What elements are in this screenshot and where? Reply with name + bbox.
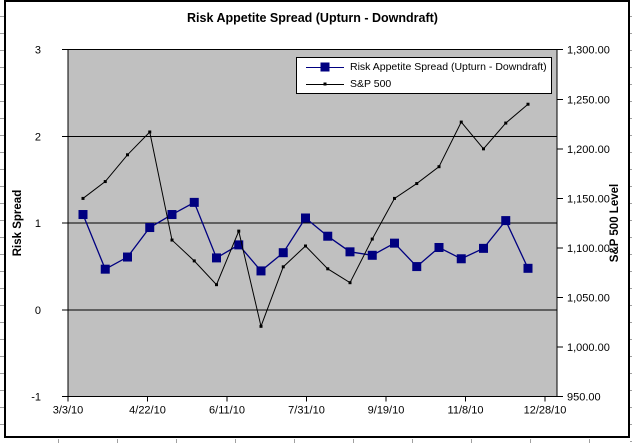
dot-marker-icon — [259, 324, 263, 328]
dot-marker-icon — [526, 102, 530, 106]
square-marker-icon — [479, 243, 488, 253]
x-axis-tick-label: 6/11/10 — [209, 405, 245, 417]
left-axis-tick-label: 0 — [35, 305, 41, 317]
square-marker-icon — [189, 197, 199, 207]
legend-swatch-sp500 — [306, 79, 344, 90]
dot-marker-icon — [348, 281, 352, 285]
left-axis-tick-label: 3 — [35, 45, 41, 57]
square-marker-icon — [367, 250, 377, 260]
dot-marker-icon — [415, 182, 419, 186]
chart-legend: Risk Appetite Spread (Upturn - Downdraft… — [296, 57, 552, 94]
x-axis-tick-label: 4/22/10 — [129, 405, 166, 417]
square-marker-icon — [100, 264, 110, 274]
square-marker-icon — [501, 216, 511, 226]
square-marker-icon — [167, 210, 177, 220]
right-axis-tick-label: 1,050.00 — [567, 293, 610, 305]
square-marker-icon — [123, 252, 132, 262]
dot-marker-icon — [459, 120, 463, 124]
x-axis-tick-label: 3/3/10 — [53, 405, 84, 417]
left-axis-tick-label: -1 — [31, 392, 41, 404]
right-axis-tick-label: 950.00 — [567, 392, 601, 404]
right-axis-tick-label: 1,250.00 — [567, 94, 610, 106]
right-axis-tick-label: 1,150.00 — [567, 193, 610, 205]
worksheet-edge-right — [630, 0, 632, 443]
square-marker-icon — [323, 231, 333, 241]
right-axis-tick-label: 1,000.00 — [567, 342, 610, 354]
worksheet-edge-bottom — [0, 439, 632, 443]
legend-swatch-risk-spread — [306, 62, 344, 73]
right-axis-tick-label: 1,300.00 — [567, 45, 610, 57]
square-marker-icon — [456, 254, 466, 264]
square-marker-icon — [212, 253, 221, 263]
square-marker-icon — [256, 266, 266, 276]
x-axis-tick-label: 12/28/10 — [524, 405, 567, 417]
square-marker-icon — [523, 263, 533, 273]
left-axis-tick-label: 2 — [35, 131, 41, 143]
square-marker-icon — [345, 247, 355, 257]
square-marker-icon — [234, 240, 244, 250]
dot-marker-icon — [323, 82, 327, 86]
dot-marker-icon — [437, 165, 441, 169]
worksheet-edge-left — [0, 0, 4, 443]
square-marker-icon — [434, 242, 444, 252]
dot-marker-icon — [148, 130, 152, 134]
dot-marker-icon — [170, 238, 174, 242]
right-axis-tick-label: 1,200.00 — [567, 144, 610, 156]
dot-marker-icon — [281, 265, 285, 269]
dot-marker-icon — [504, 121, 508, 125]
dot-marker-icon — [237, 229, 241, 233]
square-marker-icon — [320, 62, 330, 72]
dot-marker-icon — [215, 283, 218, 287]
left-axis-tick-label: 1 — [35, 218, 41, 230]
dot-marker-icon — [370, 237, 374, 241]
chart-title: Risk Appetite Spread (Upturn - Downdraft… — [187, 11, 438, 25]
legend-label: Risk Appetite Spread (Upturn - Downdraft… — [350, 61, 547, 73]
square-marker-icon — [278, 248, 288, 258]
x-axis-tick-label: 7/31/10 — [288, 405, 325, 417]
legend-item-sp500: S&P 500 — [306, 76, 551, 92]
x-axis-tick-label: 11/8/10 — [448, 405, 484, 417]
dot-marker-icon — [482, 147, 485, 151]
dot-marker-icon — [304, 244, 307, 248]
dot-marker-icon — [126, 153, 129, 157]
dot-marker-icon — [103, 180, 107, 184]
square-marker-icon — [301, 213, 310, 223]
square-marker-icon — [78, 210, 88, 220]
dot-marker-icon — [81, 196, 85, 200]
dot-marker-icon — [393, 196, 396, 200]
square-marker-icon — [390, 238, 399, 248]
right-axis-tick-label: 1,100.00 — [567, 243, 610, 255]
square-marker-icon — [145, 223, 155, 233]
dot-marker-icon — [192, 259, 196, 263]
dot-marker-icon — [326, 267, 330, 271]
square-marker-icon — [412, 262, 422, 272]
legend-item-risk-spread: Risk Appetite Spread (Upturn - Downdraft… — [306, 59, 551, 75]
legend-label: S&P 500 — [350, 78, 392, 90]
x-axis-tick-label: 9/19/10 — [368, 405, 405, 417]
